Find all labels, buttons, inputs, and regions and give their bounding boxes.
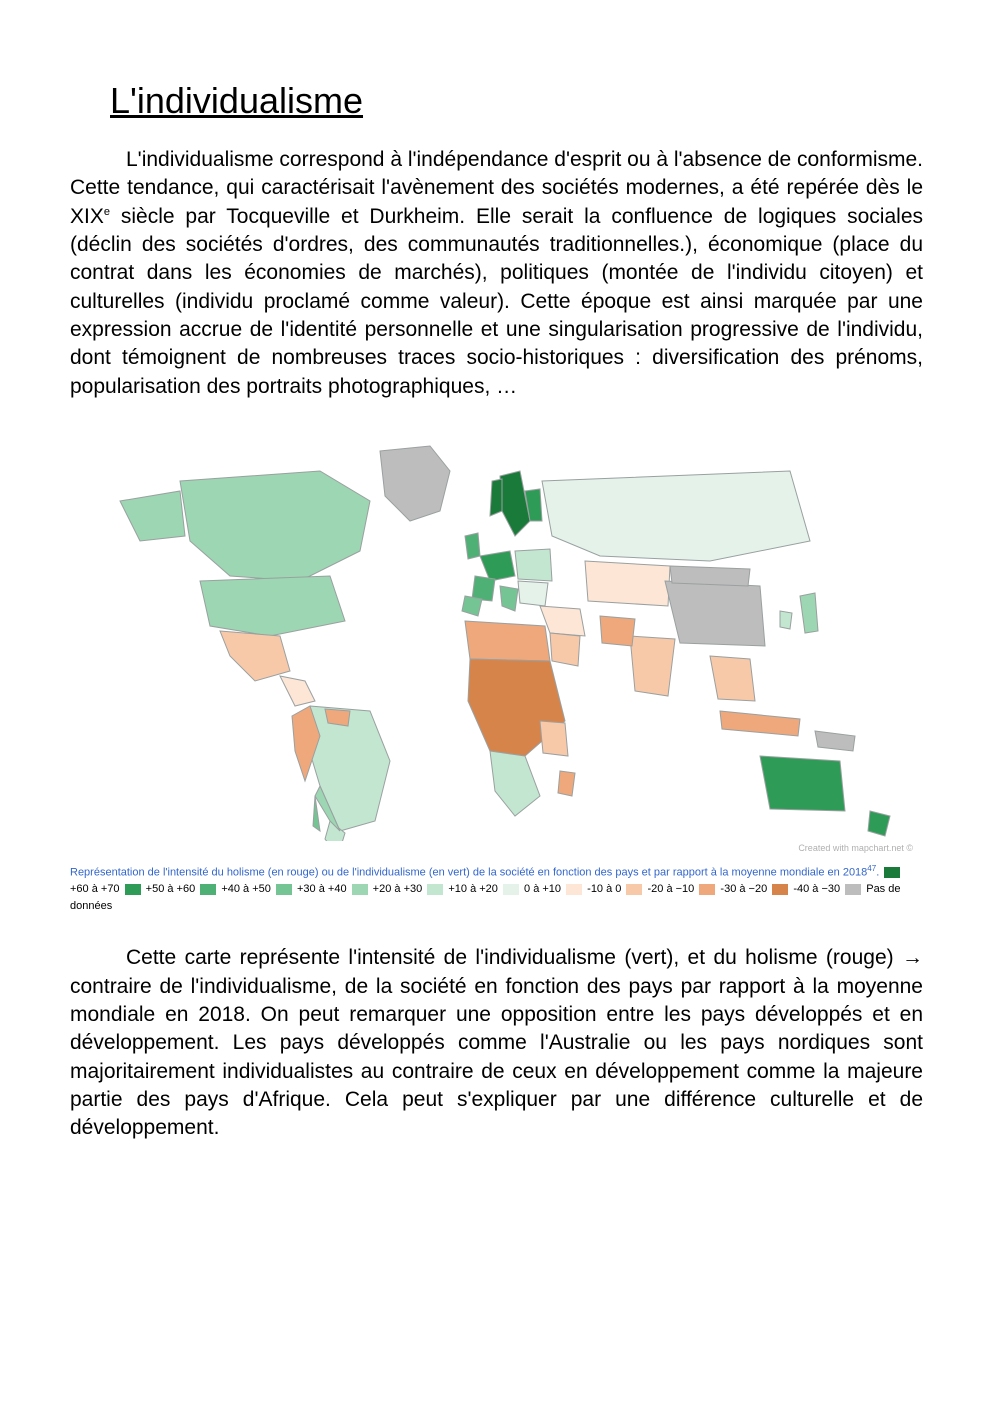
legend-label: +30 à +40 xyxy=(294,883,350,895)
country-balkans xyxy=(518,581,548,606)
legend-label: -10 à 0 xyxy=(584,883,624,895)
country-madagascar xyxy=(558,771,575,796)
legend-label: +20 à +30 xyxy=(370,883,426,895)
region-north-africa xyxy=(465,621,550,661)
legend-label: 0 à +10 xyxy=(521,883,564,895)
legend-swatch xyxy=(566,884,582,895)
country-norway xyxy=(490,479,502,516)
country-china xyxy=(665,581,765,646)
legend-swatch xyxy=(352,884,368,895)
legend-label: -20 à −10 xyxy=(644,883,697,895)
legend-swatch xyxy=(200,884,216,895)
country-saudi xyxy=(550,633,580,666)
region-east-africa xyxy=(540,721,568,756)
paragraph-1: L'individualisme correspond à l'indépend… xyxy=(70,146,923,401)
legend-intro: Représentation de l'intensité du holisme… xyxy=(70,867,867,879)
country-uk xyxy=(465,533,480,559)
document-page: L'individualisme L'individualisme corres… xyxy=(0,0,993,1404)
legend-label: +10 à +20 xyxy=(445,883,501,895)
legend-swatch xyxy=(845,884,861,895)
page-title: L'individualisme xyxy=(110,80,923,122)
legend-label: +40 à +50 xyxy=(218,883,274,895)
paragraph-2: Cette carte représente l'intensité de l'… xyxy=(70,944,923,1142)
legend-label: -40 à −30 xyxy=(790,883,843,895)
legend-label: -30 à −20 xyxy=(717,883,770,895)
country-india xyxy=(630,636,675,696)
country-poland-ukraine xyxy=(515,549,552,581)
legend-swatch xyxy=(427,884,443,895)
country-kazakhstan xyxy=(585,561,670,606)
legend-swatch xyxy=(503,884,519,895)
country-pakistan xyxy=(600,616,635,646)
legend-swatch xyxy=(772,884,788,895)
country-australia xyxy=(760,756,845,811)
legend-label: +60 à +70 xyxy=(70,883,123,895)
map-legend-caption: Représentation de l'intensité du holisme… xyxy=(70,863,923,914)
legend-label: +50 à +60 xyxy=(143,883,199,895)
para1-text-b: siècle par Tocqueville et Durkheim. Elle… xyxy=(70,205,923,398)
legend-sup: 47 xyxy=(867,864,876,873)
country-france xyxy=(472,576,495,601)
country-mongolia xyxy=(670,566,750,586)
world-map-figure: Created with mapchart.net © xyxy=(70,421,923,853)
legend-swatch xyxy=(125,884,141,895)
legend-period: . xyxy=(876,867,879,879)
country-korea xyxy=(780,611,792,629)
legend-swatch xyxy=(626,884,642,895)
world-map-svg xyxy=(70,421,923,841)
map-credit: Created with mapchart.net © xyxy=(70,843,923,853)
legend-swatch xyxy=(276,884,292,895)
legend-swatch xyxy=(699,884,715,895)
country-venezuela xyxy=(325,709,350,726)
region-se-asia xyxy=(710,656,755,701)
legend-swatch xyxy=(884,867,900,878)
country-russia xyxy=(542,471,810,561)
